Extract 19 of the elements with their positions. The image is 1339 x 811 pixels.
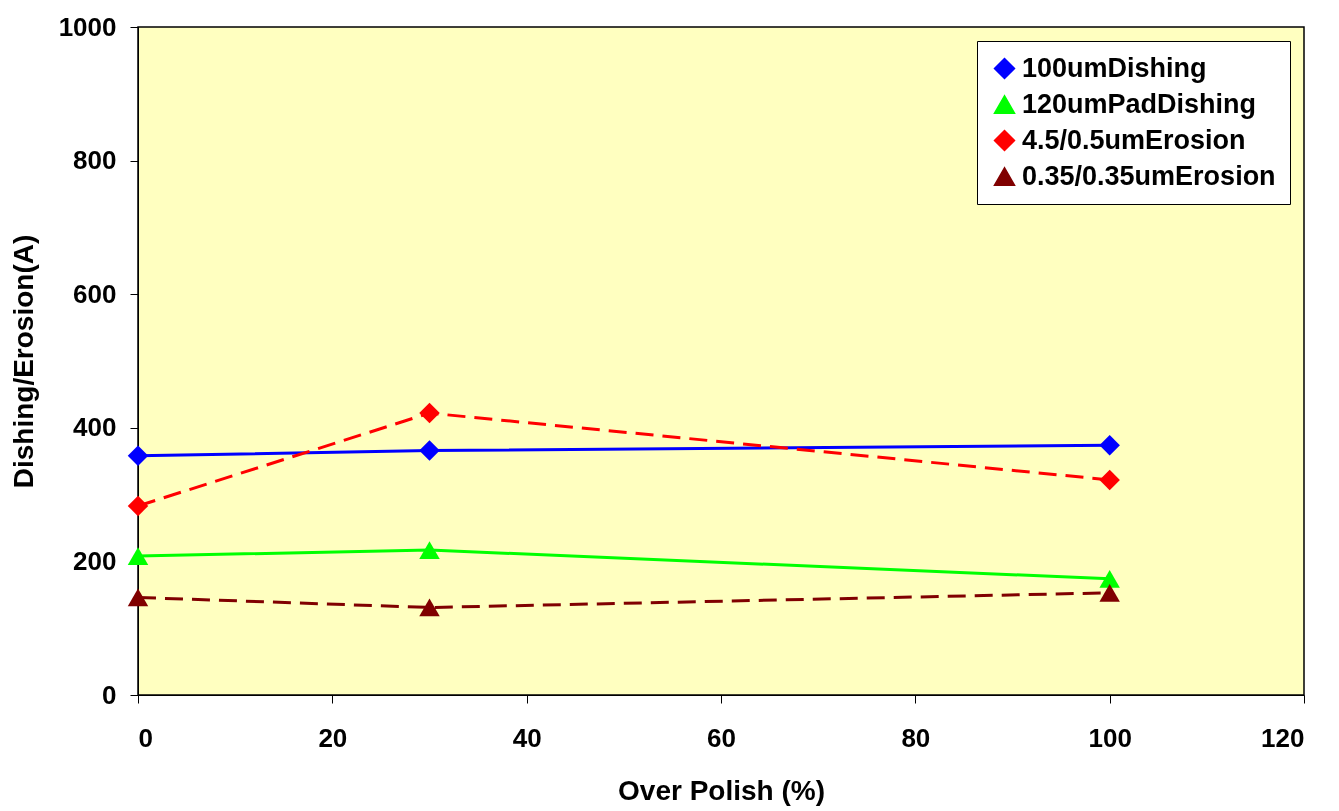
- x-tick-label: 60: [707, 722, 736, 753]
- legend-label: 120umPadDishing: [1022, 88, 1257, 119]
- x-tick-label: 120: [1261, 722, 1305, 753]
- x-tick-label: 80: [901, 722, 931, 753]
- x-tick-label: 0: [138, 722, 153, 753]
- legend-label: 100umDishing: [1022, 52, 1207, 83]
- x-tick-label: 100: [1088, 722, 1132, 753]
- x-tick-label: 40: [512, 722, 542, 753]
- legend-label: 0.35/0.35umErosion: [1022, 160, 1276, 191]
- y-tick-label: 200: [73, 545, 117, 576]
- legend-label: 4.5/0.5umErosion: [1022, 124, 1246, 155]
- y-tick-label: 0: [102, 679, 117, 710]
- y-tick-label: 1000: [58, 11, 117, 42]
- x-tick-label: 20: [318, 722, 348, 753]
- x-axis-title: Over Polish (%): [618, 774, 825, 806]
- y-tick-label: 600: [73, 278, 117, 309]
- y-tick-label: 800: [73, 145, 117, 176]
- y-tick-label: 400: [73, 412, 117, 443]
- y-axis-title: Dishing/Erosion(A): [7, 234, 39, 489]
